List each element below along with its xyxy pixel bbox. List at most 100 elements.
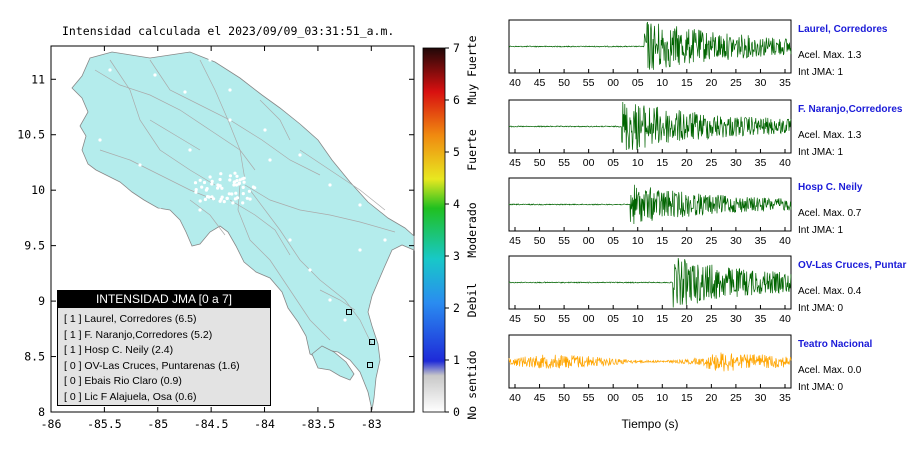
town-dot xyxy=(298,153,302,157)
road xyxy=(249,189,373,346)
town-dot xyxy=(228,88,232,92)
waveform-tick-label: 15 xyxy=(681,392,693,404)
acel-max-label: Acel. Max. 0.4 xyxy=(798,286,862,297)
town-dot xyxy=(212,197,216,201)
intensity-colorbar xyxy=(422,47,446,413)
town-dot xyxy=(235,196,240,200)
colorbar-tick-label: 2 xyxy=(453,301,460,315)
waveform-tick-label: 40 xyxy=(779,313,791,325)
waveform-tick-label: 15 xyxy=(656,313,668,325)
road xyxy=(189,199,226,236)
town-dot xyxy=(288,238,292,242)
town-dot xyxy=(238,178,242,182)
town-dot xyxy=(158,208,162,212)
town-dot xyxy=(118,188,122,192)
station-name: Laurel, Corredores xyxy=(798,24,888,35)
waveform-tick-label: 15 xyxy=(681,77,693,89)
town-dot xyxy=(220,195,224,199)
colorbar-tick-label: 5 xyxy=(453,145,460,159)
map-y-tick-label: 9 xyxy=(38,294,45,308)
town-dot xyxy=(208,175,212,179)
waveform-tick-label: 55 xyxy=(558,313,570,325)
legend-item: [ 1 ] F. Naranjo,Corredores (5.2) xyxy=(64,328,213,341)
town-dot xyxy=(203,197,207,202)
waveform-panel-1: 40 45 50 55 00 05 10 15 20 25 30 35 Laurel, Corredor… xyxy=(508,19,888,89)
map-y-tick-label: 11 xyxy=(31,72,45,86)
waveform-tick-label: 10 xyxy=(656,392,668,404)
waveform-tick-label: 40 xyxy=(779,157,791,169)
town-dot xyxy=(222,200,226,204)
station-markers xyxy=(346,309,375,368)
station-name: Hosp C. Neily xyxy=(798,182,863,193)
osa-peninsula xyxy=(311,345,355,381)
road xyxy=(299,149,386,211)
map-x-tick-label: -83.5 xyxy=(301,417,336,431)
legend-item: [ 0 ] Lic F Alajuela, Osa (0.6) xyxy=(64,390,197,403)
town-dot xyxy=(183,90,187,94)
waveform-tick-label: 20 xyxy=(706,392,718,404)
waveform-tick-label: 55 xyxy=(558,235,570,247)
waveform-tick-label: 55 xyxy=(558,157,570,169)
town-dot xyxy=(207,195,211,199)
waveform-tick-label: 35 xyxy=(755,313,767,325)
waveform-frame xyxy=(508,334,792,389)
town-dot xyxy=(198,208,202,212)
waveform-tick-label: 30 xyxy=(730,235,742,247)
waveform-tick-label: 05 xyxy=(607,157,619,169)
map-x-tick-label: -83 xyxy=(361,417,382,431)
legend-list: [ 1 ] Laurel, Corredores (6.5) [ 1 ] F. … xyxy=(58,308,270,405)
waveform-xlabel: Tiempo (s) xyxy=(622,417,679,431)
town-dot xyxy=(216,186,220,190)
town-dot xyxy=(268,158,272,162)
town-dot xyxy=(245,196,249,200)
waveform-tick-label: 30 xyxy=(755,392,767,404)
acel-max-label: Acel. Max. 0.0 xyxy=(798,365,862,376)
waveform-tick-label: 25 xyxy=(730,392,742,404)
waveform-tick-label: 05 xyxy=(607,235,619,247)
colorbar-tick-label: 0 xyxy=(453,405,460,419)
town-dot xyxy=(217,184,222,188)
map-title: Intensidad calculada el 2023/09/09_03:31… xyxy=(62,24,395,38)
legend-item: [ 0 ] OV-Las Cruces, Puntarenas (1.6) xyxy=(64,359,240,372)
waveform-tick-label: 00 xyxy=(607,77,619,89)
waveform-tick-label: 20 xyxy=(706,77,718,89)
map-x-tick-label: -86 xyxy=(41,417,62,431)
colorbar-tick-label: 6 xyxy=(453,93,460,107)
legend-title: INTENSIDAD JMA [0 a 7] xyxy=(58,291,270,308)
map-y-tick-label: 10.5 xyxy=(17,128,45,142)
int-jma-label: Int JMA: 0 xyxy=(798,303,843,314)
acel-max-label: Acel. Max. 0.7 xyxy=(798,208,862,219)
waveform-tick-label: 50 xyxy=(558,392,570,404)
town-dot xyxy=(204,188,208,192)
waveform-tick-label: 10 xyxy=(656,77,668,89)
town-dot xyxy=(220,186,224,190)
map-x-tick-label: -84 xyxy=(254,417,275,431)
town-dot xyxy=(218,199,222,203)
map-x-ticks: -86 -85.5 -85 -84.5 -84 -83.5 -83 xyxy=(41,46,382,431)
waveform-tick-label: 25 xyxy=(706,235,718,247)
town-dot xyxy=(202,180,207,185)
waveform-tick-label: 45 xyxy=(534,77,546,89)
acel-max-label: Acel. Max. 1.3 xyxy=(798,130,862,141)
intensity-legend: INTENSIDAD JMA [0 a 7] [ 1 ] Laurel, Cor… xyxy=(57,290,271,406)
town-dot xyxy=(358,248,362,252)
town-dot xyxy=(253,186,257,190)
town-dot xyxy=(242,176,246,180)
town-dot xyxy=(153,73,157,77)
waveform-tick-label: 30 xyxy=(730,313,742,325)
colorbar-tick-label: 7 xyxy=(453,41,460,55)
town-dots xyxy=(98,58,387,322)
waveform-tick-label: 45 xyxy=(509,313,521,325)
town-dot xyxy=(234,183,239,187)
waveform-tick-label: 25 xyxy=(706,157,718,169)
waveform-panel-4: 45 50 55 00 05 10 15 20 25 30 35 40 OV-Las Cruces, P… xyxy=(508,255,906,325)
town-dot xyxy=(194,190,198,194)
waveform-tick-label: 20 xyxy=(681,157,693,169)
town-dot xyxy=(233,180,237,184)
waveform-tick-label: 00 xyxy=(583,313,595,325)
town-dot xyxy=(247,189,251,193)
waveform-tick-label: 20 xyxy=(681,313,693,325)
town-dot xyxy=(188,148,192,152)
town-dot xyxy=(328,298,332,302)
map-x-tick-label: -84.5 xyxy=(194,417,229,431)
